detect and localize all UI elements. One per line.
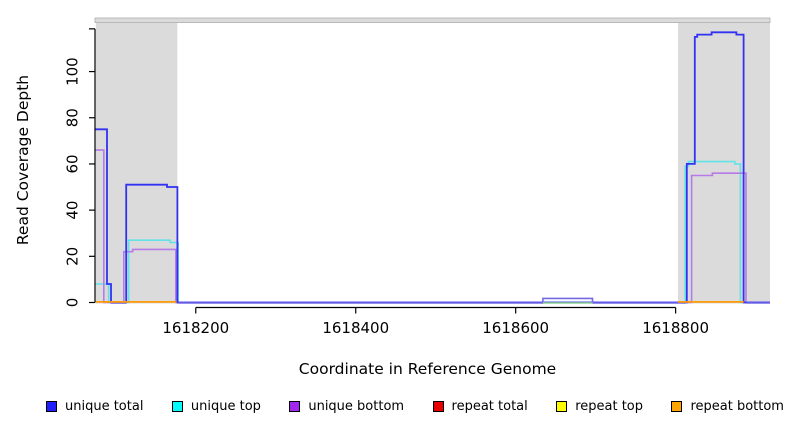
legend-label: unique bottom xyxy=(308,399,405,414)
legend-label: repeat top xyxy=(575,399,643,414)
y-tick-label: 0 xyxy=(64,298,82,308)
y-tick-label: 80 xyxy=(64,108,82,127)
repeat-region-0 xyxy=(95,18,178,304)
legend-swatch-icon xyxy=(671,401,683,412)
y-tick-label: 40 xyxy=(64,201,82,220)
legend-label: unique total xyxy=(65,399,144,414)
legend-swatch-icon xyxy=(289,401,301,412)
legend-item-repeat-top: repeat top xyxy=(556,399,643,414)
x-tick-label: 1618800 xyxy=(642,319,709,337)
x-tick-label: 1618400 xyxy=(322,319,389,337)
legend-item-unique-total: unique total xyxy=(46,399,143,414)
series-unique-bottom-line-0 xyxy=(95,149,770,304)
legend-item-unique-top: unique top xyxy=(171,399,261,414)
legend-item-repeat-total: repeat total xyxy=(432,399,528,414)
y-tick-label: 60 xyxy=(64,154,82,173)
legend-swatch-icon xyxy=(556,401,568,412)
x-axis-title: Coordinate in Reference Genome xyxy=(299,360,556,378)
legend-label: repeat total xyxy=(451,399,528,414)
legend-label: unique top xyxy=(190,399,261,414)
x-tick-label: 1618600 xyxy=(482,319,549,337)
series-unique-overlap-baseline-line-1 xyxy=(178,297,686,304)
y-tick-label: 20 xyxy=(64,247,82,266)
y-axis-title: Read Coverage Depth xyxy=(14,75,32,245)
repeat-region-1 xyxy=(678,18,770,304)
legend-swatch-icon xyxy=(46,401,57,412)
x-tick-label: 1618200 xyxy=(162,319,229,337)
series-unique-top-line-0 xyxy=(95,160,770,304)
top-repeat-band xyxy=(94,17,771,23)
legend-swatch-icon xyxy=(171,401,183,412)
legend: unique total unique top unique bottom repea… xyxy=(46,399,784,414)
legend-swatch-icon xyxy=(432,401,444,412)
y-tick-label: 100 xyxy=(64,57,82,86)
legend-item-unique-bottom: unique bottom xyxy=(289,399,404,414)
series-unique-total-line-0 xyxy=(95,31,770,304)
legend-item-repeat-bottom: repeat bottom xyxy=(671,399,784,414)
legend-label: repeat bottom xyxy=(690,399,784,414)
